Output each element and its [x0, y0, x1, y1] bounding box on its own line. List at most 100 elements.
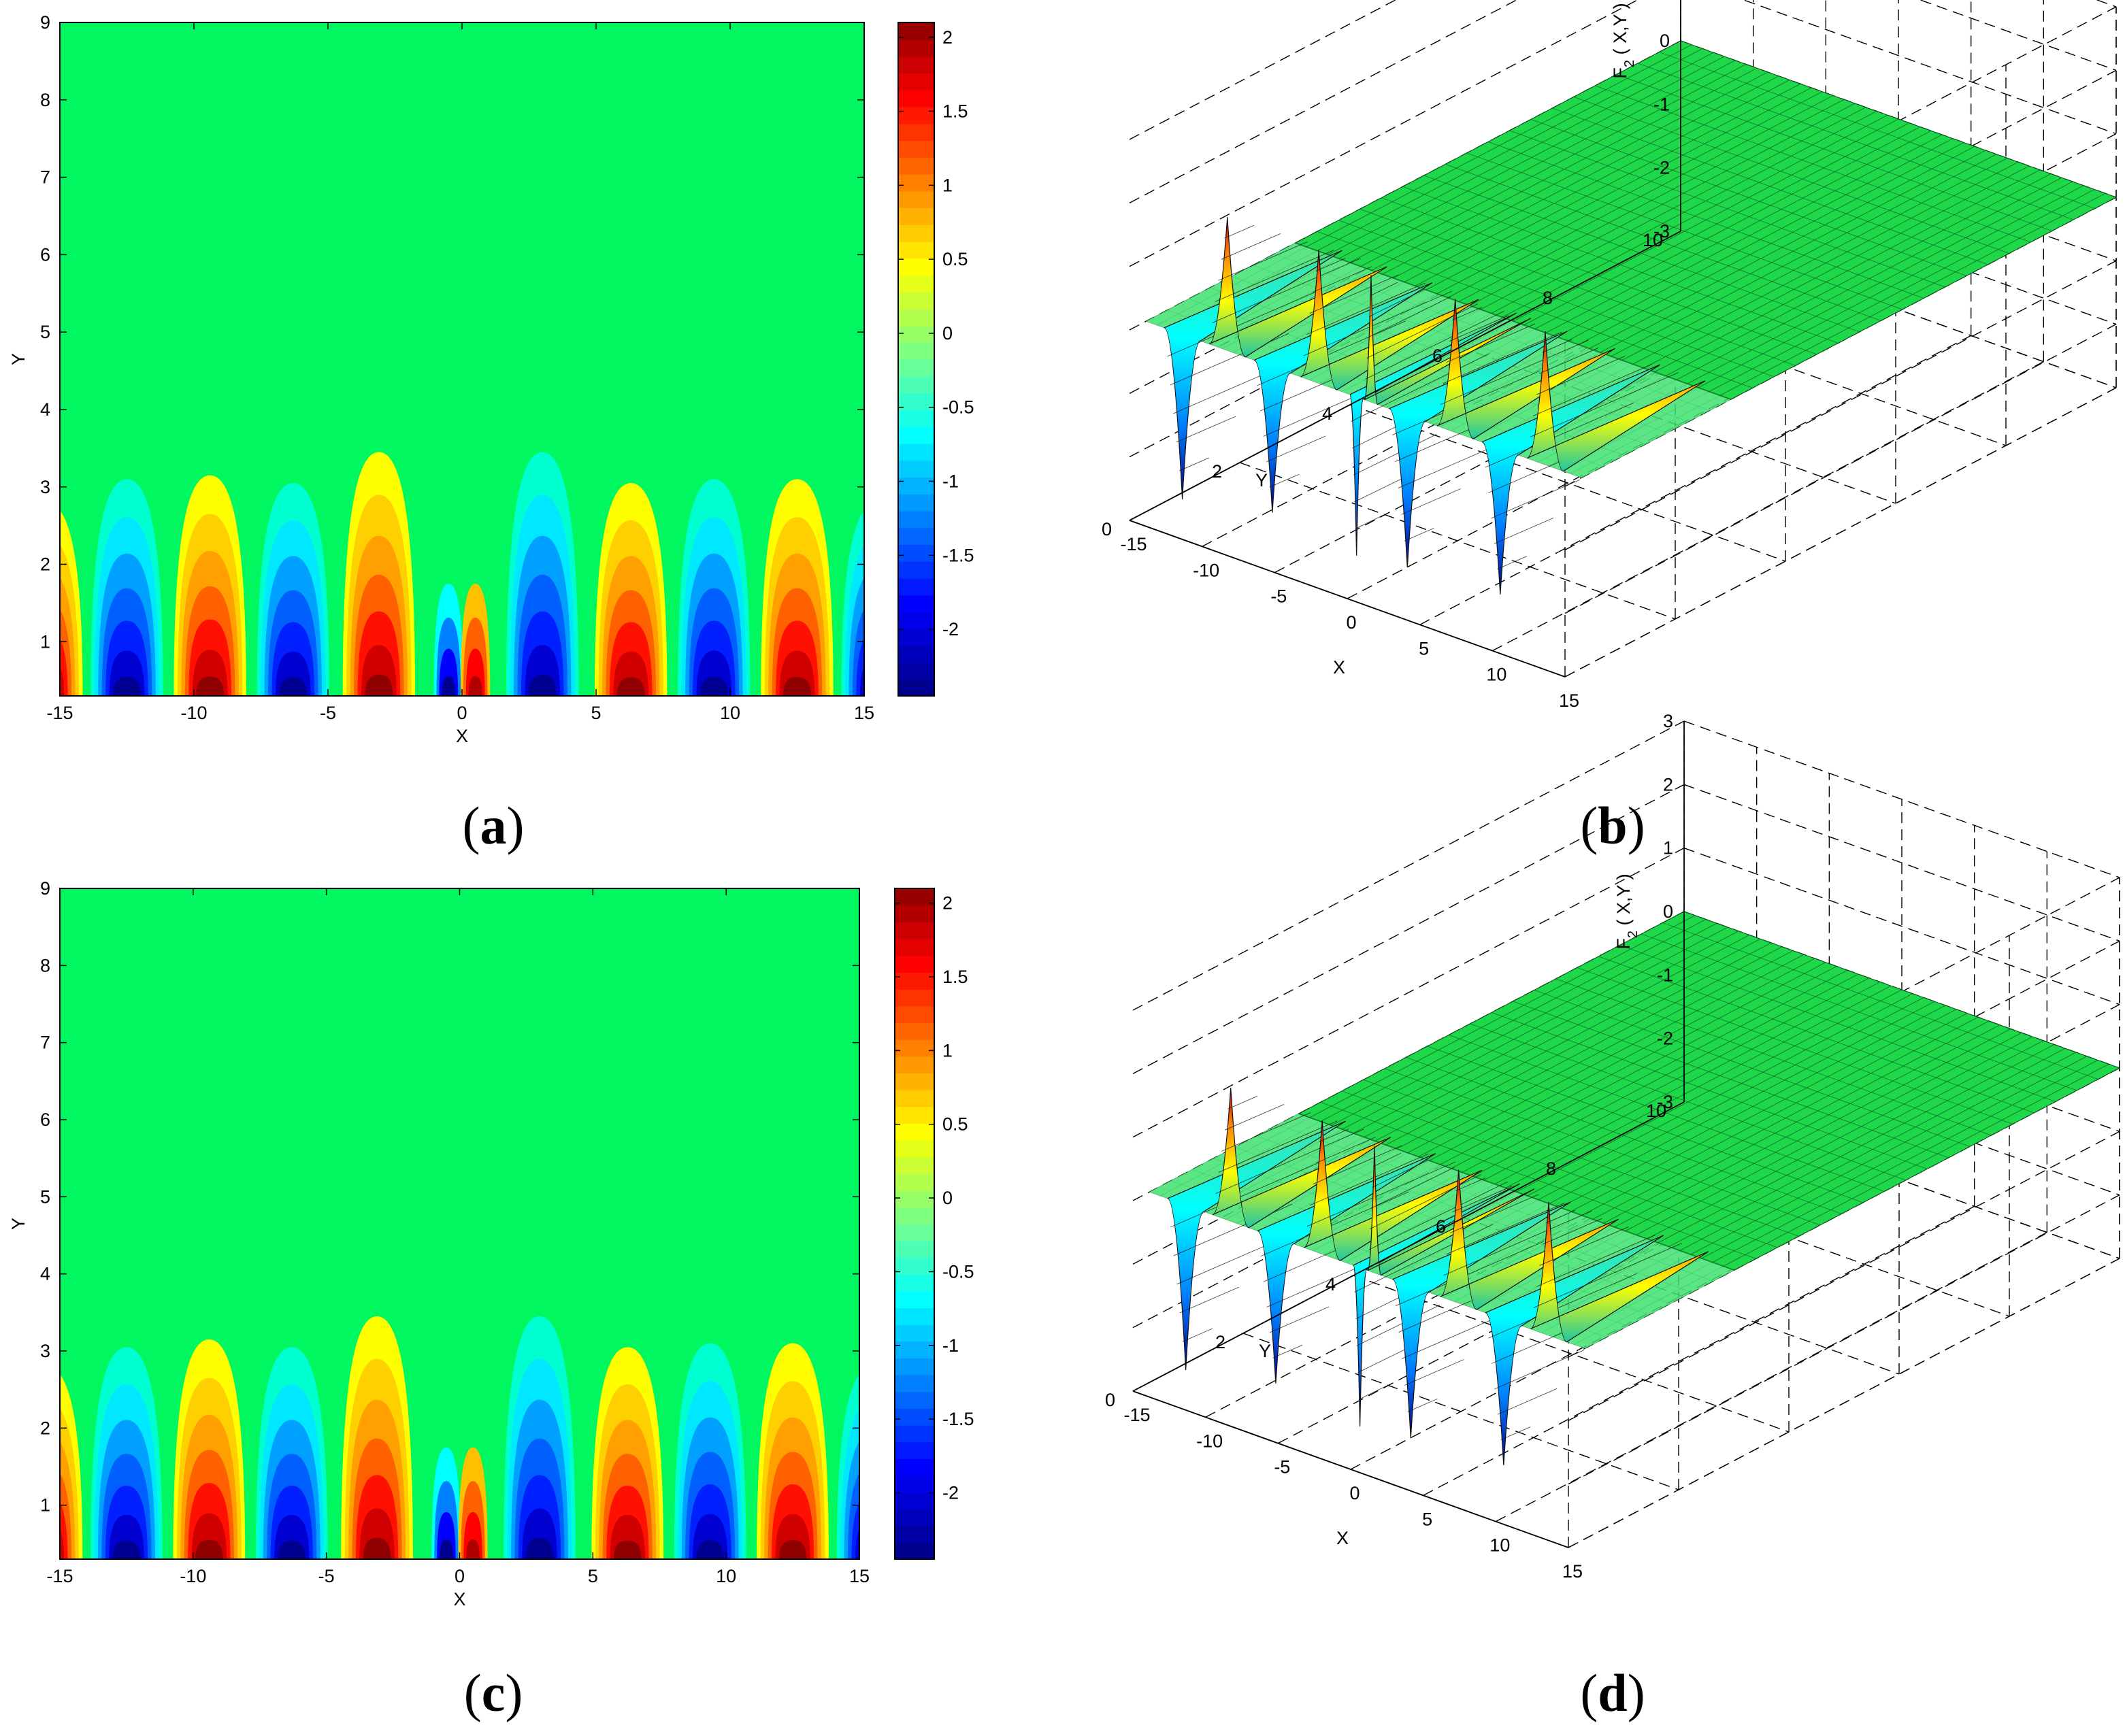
y-tick-label: 0	[1105, 1390, 1115, 1410]
surface-mesh-line	[1299, 1113, 1735, 1271]
x-tick-label: 10	[1489, 1535, 1510, 1556]
surface-mesh-line	[1487, 141, 1924, 299]
colorbar-tick-label: -1.5	[942, 545, 974, 565]
surface-mesh-line	[1539, 1226, 1629, 1266]
surface-mesh-line	[1360, 208, 1796, 366]
z-tick-label: -2	[1653, 158, 1670, 178]
x-tick-label: 5	[591, 703, 601, 723]
colorbar-stripe	[895, 1542, 934, 1560]
surface-mesh-line	[1370, 1174, 1481, 1229]
surface-mesh-line	[1351, 353, 1490, 422]
colorbar-stripe	[898, 629, 934, 646]
x-tick-label: -10	[180, 703, 207, 723]
z-tick-label: -3	[1657, 1092, 1673, 1112]
grid-line	[1239, 462, 1676, 620]
colorbar-stripe	[898, 106, 934, 124]
surface-mesh-line	[1296, 242, 1732, 400]
surface-trough	[1349, 312, 1517, 556]
surface-mesh-line	[1260, 1191, 1409, 1257]
z-tick-label: -1	[1657, 965, 1673, 985]
surface-mesh-line	[1228, 1095, 1258, 1109]
surface-peak	[1367, 1146, 1535, 1276]
surface-mesh-line	[1449, 1034, 1885, 1192]
contour-lobe	[461, 584, 491, 696]
surface-mesh-line	[1509, 130, 1945, 288]
surface-mesh-line	[1449, 315, 1509, 342]
y-axis-label: Y	[8, 1218, 29, 1230]
surface-mesh-line	[1263, 397, 1353, 437]
colorbar-stripe	[898, 292, 934, 310]
surface-mesh-line	[1536, 1235, 1655, 1287]
y-tick-label: 4	[1322, 403, 1332, 424]
y-tick-label: 3	[40, 1341, 50, 1361]
surface-mesh-line	[1306, 1161, 1456, 1227]
surface-mesh-line	[1354, 474, 1411, 503]
x-tick-label: -15	[46, 703, 73, 723]
contour-band	[466, 1539, 480, 1559]
colorbar-stripe	[898, 578, 934, 596]
surface-mesh-line	[1536, 356, 1626, 395]
surface-mesh-line	[1316, 1137, 1376, 1164]
surface-mesh-line	[1353, 434, 1437, 475]
z-tick-label: -3	[1653, 221, 1670, 241]
z-axis-label: F2 ( X,Y )	[1613, 873, 1641, 949]
x-tick-label: -5	[318, 1566, 335, 1586]
surface-mesh-line	[1485, 402, 1634, 468]
contour-band	[468, 675, 482, 696]
contour-plot-c: -15 -10 -5 0 5 10 15 1 2 3 4 5 6 7 8 9 X Y 2 1.5 1 0.5 0 -0.5 -1…	[8, 878, 974, 1609]
surface-mesh-line	[1500, 1426, 1531, 1441]
colorbar-stripe	[895, 972, 934, 990]
x-tick-label: -5	[320, 703, 336, 723]
contour-band	[863, 690, 864, 696]
colorbar-stripe	[898, 39, 934, 57]
panel-label-d: (d)	[1580, 1663, 1645, 1722]
colorbar-stripe	[898, 157, 934, 175]
x-tick-label: 15	[854, 703, 874, 723]
contour-band	[778, 1540, 807, 1559]
surface-trough	[1485, 1235, 1664, 1466]
contour-lobe	[342, 452, 416, 696]
colorbar-stripe	[898, 258, 934, 276]
surface-mesh-line	[1266, 1268, 1356, 1307]
colorbar-stripe	[895, 1022, 934, 1040]
surface-mesh-line	[1370, 1167, 1455, 1209]
colorbar-stripe	[898, 73, 934, 90]
surface-mesh-line	[1313, 1145, 1402, 1185]
surface-mesh-line	[1641, 933, 2077, 1091]
y-tick-label: 0	[1102, 519, 1112, 539]
colorbar-stripe	[895, 1207, 934, 1224]
colorbar-stripe	[895, 955, 934, 973]
colorbar-stripe	[898, 527, 934, 546]
contour-band	[859, 1542, 886, 1559]
surface-peak	[1364, 275, 1532, 405]
grid-line	[1132, 784, 1685, 1074]
surface-peak	[1300, 250, 1479, 390]
surface-mesh-line	[1581, 197, 2117, 478]
surface-mesh-line	[1680, 40, 2117, 198]
grid-line	[1423, 1205, 1975, 1496]
surface-mesh-line	[1443, 1210, 1592, 1276]
grid-line	[1564, 324, 2117, 614]
colorbar-stripe	[898, 224, 934, 242]
x-tick-label: -15	[1123, 1405, 1150, 1425]
surface-mesh-line	[1315, 258, 1346, 271]
colorbar-tick-label: -1.5	[942, 1409, 974, 1429]
colorbar-stripe	[898, 679, 934, 697]
surface-mesh-line	[1391, 370, 1541, 436]
y-tick-label: 2	[40, 1418, 50, 1438]
grid-line	[1132, 720, 1685, 1011]
surface-mesh-line	[1384, 1068, 1821, 1226]
y-axis	[1132, 1101, 1685, 1392]
colorbar-stripe	[898, 595, 934, 613]
colorbar-tick-label: -0.5	[942, 397, 974, 418]
surface-mesh-line	[1183, 1328, 1213, 1342]
contour-lobe	[836, 1374, 886, 1559]
surface-mesh-line	[1306, 282, 1426, 335]
z-tick-label: 3	[1663, 711, 1673, 731]
colorbar-stripe	[898, 275, 934, 293]
surface-mesh-line	[1404, 527, 1434, 541]
surface-mesh-line	[1455, 1178, 1486, 1192]
colorbar-tick-label: 2	[942, 893, 953, 914]
contour-lobe	[761, 479, 834, 696]
contour-band	[196, 676, 225, 696]
